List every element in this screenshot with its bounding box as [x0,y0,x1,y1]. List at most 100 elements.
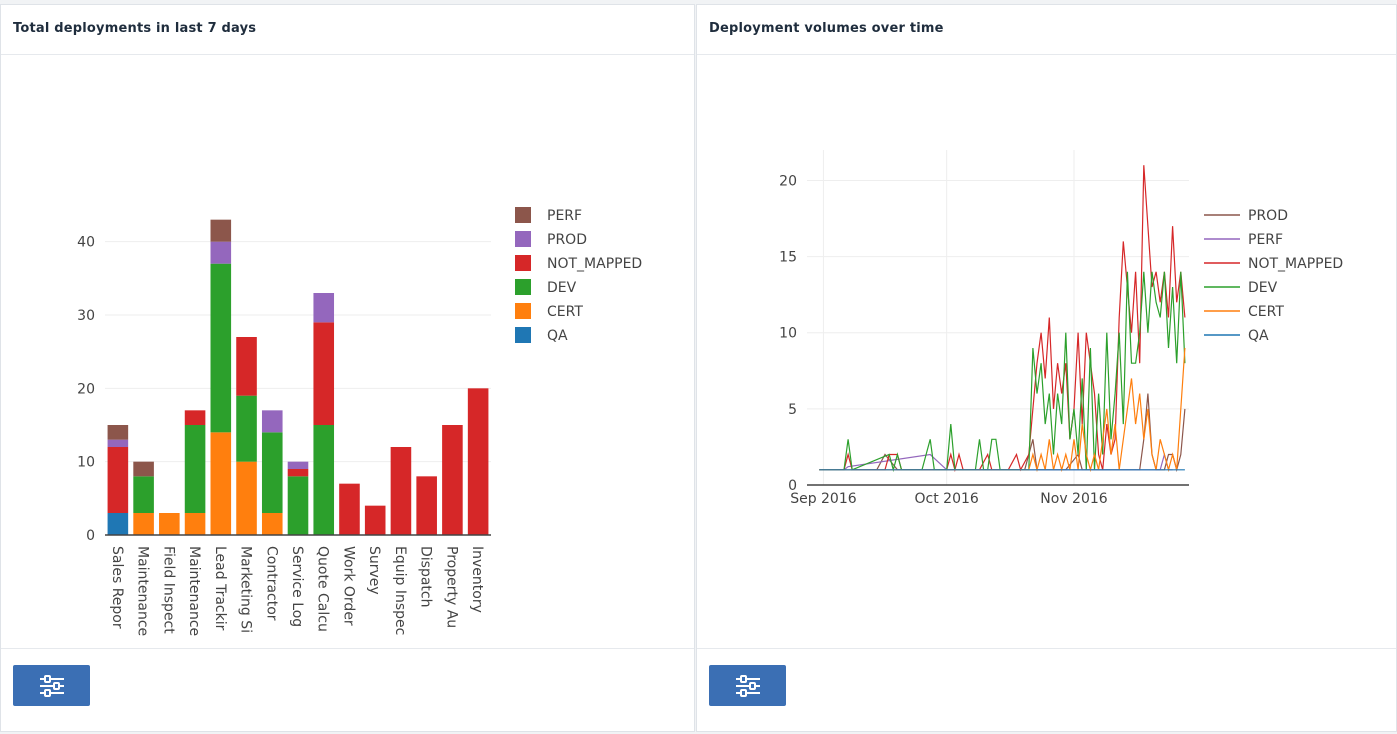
x-tick-label: Inventory [469,546,485,613]
x-tick-label-group: Dispatch [418,546,434,608]
bar-segment [261,513,283,535]
panel-footer [1,648,694,731]
bar-segment [467,388,489,535]
bar-segment [210,432,232,535]
legend-label: DEV [1248,280,1278,296]
bar-segment [159,513,180,535]
x-tick-label: Contractor [263,546,279,621]
legend-label: PROD [1248,208,1288,224]
bar-segment [287,461,309,469]
bar-segment [236,461,257,535]
y-tick-label: 20 [779,173,797,189]
bar-segment [236,395,257,462]
x-tick-label: Sep 2016 [790,491,857,507]
x-tick-label: Marketing Si [238,546,254,633]
bar-segment [313,293,335,323]
y-tick-label: 15 [779,250,797,266]
legend-label: PERF [1248,232,1283,248]
stacked-bar-chart: 0 10 20 30 40 Sales Repor Maintenance Field Ins… [77,207,642,636]
legend-label: DEV [547,280,577,296]
chart-settings-button[interactable] [13,665,90,706]
bar-segment [287,476,309,535]
bar-segment [184,425,206,513]
y-tick-label: 40 [77,235,95,251]
bar-segment [313,425,335,535]
x-tick-label-group: Sales Repor [109,546,125,629]
bar-segment [364,505,386,535]
bar-segment [133,513,154,535]
bar-segment [236,337,257,396]
legend-swatch [515,303,531,319]
x-tick-label-group: Field Inspect [160,546,176,634]
bar-segment [184,410,206,425]
bar-segment [107,439,129,447]
line-chart-panel: Deployment volumes over time Sep 2016 Oct… [696,4,1397,732]
legend-label: CERT [547,304,583,320]
x-tick-label: Survey [366,546,382,595]
x-tick-label: Work Order [340,546,356,626]
panel-title: Deployment volumes over time [709,21,944,36]
bar-segment [107,447,129,513]
bar-segment [184,513,206,535]
bar-segment [133,461,154,477]
legend-label: QA [547,328,568,344]
bar-segment [210,263,232,433]
y-tick-label: 20 [77,381,95,397]
bar-segment [133,476,154,513]
x-tick-label-group: Inventory [469,546,485,613]
x-tick-label: Nov 2016 [1040,491,1107,507]
x-tick-label: Sales Repor [109,546,125,629]
x-tick-label: Quote Calcu [315,546,331,632]
legend-swatch [515,255,531,271]
x-tick-label-group: Survey [366,546,382,595]
x-tick-label-group: Maintenance [135,546,151,636]
bar-segment [107,513,129,535]
bar-segment [107,425,129,440]
bar-segment [287,469,309,477]
x-tick-label: Maintenance [186,546,202,636]
x-tick-label-group: Quote Calcu [315,546,331,632]
x-tick-label-group: Work Order [340,546,356,626]
legend-label: CERT [1248,304,1284,320]
bar-segment [210,241,232,264]
x-tick-label-group: Lead Trackir [212,546,228,631]
legend-label: NOT_MAPPED [547,256,642,272]
bar-segment [339,483,360,535]
legend-swatch [515,327,531,343]
series-line [819,271,1186,473]
x-tick-label: Oct 2016 [915,491,979,507]
panel-title: Total deployments in last 7 days [13,21,257,36]
x-tick-label-group: Marketing Si [238,546,254,633]
panel-header: Deployment volumes over time [697,5,1396,55]
x-tick-label: Maintenance [135,546,151,636]
bar-segment [313,322,335,425]
line-chart: Sep 2016 Oct 2016 Nov 2016 0 5 10 15 20 PROD PERF… [779,150,1343,507]
bar-segment [261,432,283,513]
legend-swatch [515,279,531,295]
bar-segment [210,219,232,242]
panel-footer [697,648,1396,731]
x-tick-label-group: Contractor [263,546,279,621]
bar-segment [416,476,437,535]
bar-segment [390,447,412,535]
sliders-icon [735,674,760,697]
x-tick-label: Lead Trackir [212,546,228,631]
y-tick-label: 10 [779,326,797,342]
series-line [819,165,1186,473]
legend-label: NOT_MAPPED [1248,256,1343,272]
panel-header: Total deployments in last 7 days [1,5,694,55]
bar-segment [442,425,463,535]
y-tick-label: 0 [86,528,95,544]
x-tick-label-group: Maintenance [186,546,202,636]
x-tick-label: Dispatch [418,546,434,608]
x-tick-label: Service Log [289,546,305,627]
bar-chart-panel: Total deployments in last 7 days 0 10 20 30… [0,4,695,732]
x-tick-label-group: Property Au [443,546,459,628]
x-tick-label-group: Service Log [289,546,305,627]
chart-settings-button[interactable] [709,665,786,706]
y-tick-label: 10 [77,455,95,471]
legend-swatch [515,231,531,247]
sliders-icon [39,674,64,697]
x-tick-label: Property Au [443,546,459,628]
y-tick-label: 0 [788,478,797,494]
